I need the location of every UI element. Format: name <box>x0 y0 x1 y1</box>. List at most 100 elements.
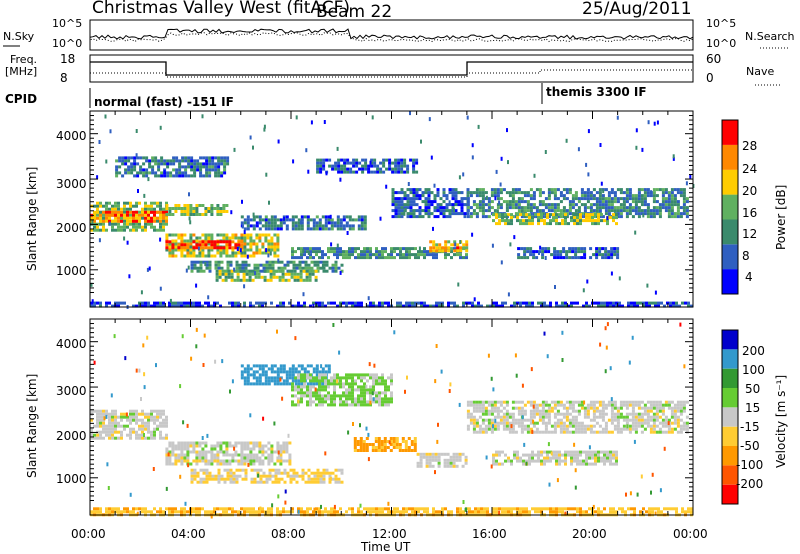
velocity-cell <box>328 471 332 475</box>
power-cell <box>241 260 245 264</box>
velocity-cell <box>577 400 581 404</box>
power-cell <box>652 194 656 198</box>
velocity-cell <box>165 433 168 437</box>
velocity-cell <box>325 471 329 475</box>
power-cell <box>580 250 584 254</box>
power-cell <box>463 215 467 219</box>
power-cell <box>532 215 536 219</box>
power-cell <box>672 301 675 305</box>
power-cell <box>628 197 632 201</box>
power-cell <box>345 253 348 257</box>
velocity-cell <box>643 418 647 422</box>
power-cell <box>520 256 524 260</box>
velocity-cell <box>643 427 647 431</box>
velocity-cell <box>577 403 581 407</box>
velocity-cell <box>540 453 543 457</box>
power-noise-cell <box>491 243 494 248</box>
power-cell <box>591 213 594 217</box>
velocity-cell <box>392 443 396 446</box>
velocity-cell <box>171 441 175 445</box>
velocity-cell <box>357 373 360 377</box>
velocity-cell <box>202 468 206 472</box>
velocity-cell <box>634 403 638 407</box>
power-cell <box>199 266 203 270</box>
power-cell <box>219 210 223 213</box>
power-cell <box>601 206 605 210</box>
power-cell <box>499 191 503 195</box>
power-cell <box>189 233 193 237</box>
power-noise-cell <box>98 238 101 243</box>
velocity-cell <box>348 397 351 401</box>
velocity-cell <box>291 382 294 386</box>
power-cell <box>616 250 620 254</box>
velocity-cell <box>381 403 384 407</box>
power-cell <box>562 247 566 251</box>
velocity-cell <box>360 379 363 383</box>
summary-right-tick-top: 10^5 <box>706 17 736 30</box>
power-cell <box>322 260 326 264</box>
power-cell <box>244 266 248 270</box>
power-cell <box>148 165 152 169</box>
velocity-cell <box>147 415 150 419</box>
velocity-cell <box>340 480 344 484</box>
velocity-cell <box>241 477 245 481</box>
power-cell <box>133 168 137 172</box>
power-cell <box>595 206 599 210</box>
power-cell <box>231 233 235 237</box>
power-cell <box>169 171 173 175</box>
power-cell <box>199 156 203 160</box>
power-cell <box>278 275 282 279</box>
power-cell <box>327 256 330 260</box>
power-cell <box>447 249 451 253</box>
power-cell <box>504 213 507 217</box>
power-cell <box>682 200 686 204</box>
power-cell <box>588 304 591 308</box>
velocity-cell <box>330 397 333 401</box>
velocity-cell <box>574 415 578 419</box>
velocity-cell <box>577 430 581 434</box>
power-cell <box>625 194 629 198</box>
power-cell <box>135 201 138 205</box>
velocity-cell <box>655 412 659 416</box>
power-heatmap <box>90 111 695 309</box>
power-cell <box>610 253 614 257</box>
power-cell <box>631 200 635 204</box>
power-cell <box>156 216 159 220</box>
power-cell <box>269 272 273 276</box>
power-cell <box>318 227 322 231</box>
power-cell <box>276 304 279 308</box>
power-cell <box>403 170 407 174</box>
velocity-cell <box>577 424 581 428</box>
power-cell <box>222 204 226 207</box>
velocity-cell <box>466 424 470 428</box>
power-cell <box>610 206 614 210</box>
power-cell <box>553 250 557 254</box>
power-cell <box>216 204 220 207</box>
velocity-cell <box>102 412 105 416</box>
power-cell <box>281 269 285 273</box>
power-cell <box>676 203 680 207</box>
power-cell <box>229 260 233 264</box>
power-cell <box>475 206 479 210</box>
power-cell <box>616 206 620 210</box>
power-cell <box>523 256 527 260</box>
power-cell <box>625 209 629 213</box>
power-cell <box>201 251 205 255</box>
velocity-cell <box>348 382 351 386</box>
velocity-cell <box>262 480 266 484</box>
power-cell <box>169 174 173 178</box>
velocity-cell <box>360 397 363 401</box>
velocity-cell <box>550 409 554 413</box>
velocity-cell <box>168 459 172 463</box>
velocity-cell <box>484 400 488 404</box>
power-cell <box>252 239 256 243</box>
velocity-cell <box>631 400 635 404</box>
summary-right-tick-bottom: 10^0 <box>706 37 736 50</box>
power-cell <box>245 278 249 282</box>
velocity-cell <box>276 370 280 374</box>
velocity-cell <box>363 382 366 386</box>
power-cell <box>370 161 374 165</box>
power-cell <box>138 222 141 226</box>
velocity-cell <box>615 453 618 457</box>
velocity-cell <box>559 427 563 431</box>
